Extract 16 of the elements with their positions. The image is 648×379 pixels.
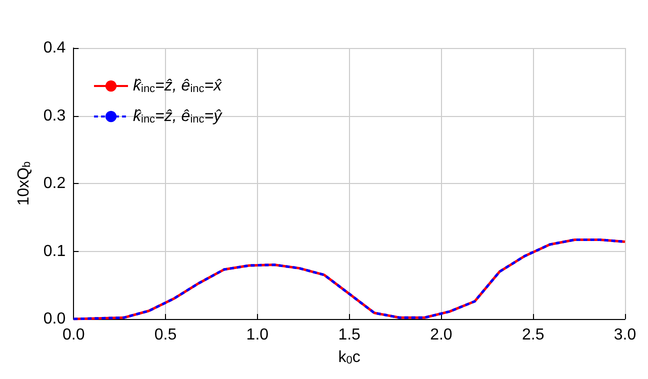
x-tick-label: 2.0 [430, 326, 452, 344]
legend-label: k̂inc=ẑ, êinc=x̂ [133, 78, 223, 95]
y-tick-label: 0.3 [43, 107, 66, 124]
x-tick-label: 2.5 [522, 326, 544, 344]
x-tick-label: 3.0 [614, 326, 636, 344]
y-tick-label: 0.2 [43, 175, 66, 192]
y-tick-label: 0.1 [43, 242, 66, 260]
y-axis-title: 10xQb [16, 161, 33, 206]
x-tick-label: 0.5 [154, 326, 177, 344]
legend-label: k̂inc=ẑ, êinc=ŷ [133, 108, 223, 126]
x-tick-label: 0.0 [62, 326, 85, 344]
x-tick-label: 1.0 [246, 326, 269, 344]
x-tick-label: 1.5 [338, 326, 361, 344]
y-tick-label: 0.4 [43, 40, 66, 56]
y-tick-label: 0.0 [43, 310, 66, 328]
x-axis-title: k0c [338, 349, 360, 366]
